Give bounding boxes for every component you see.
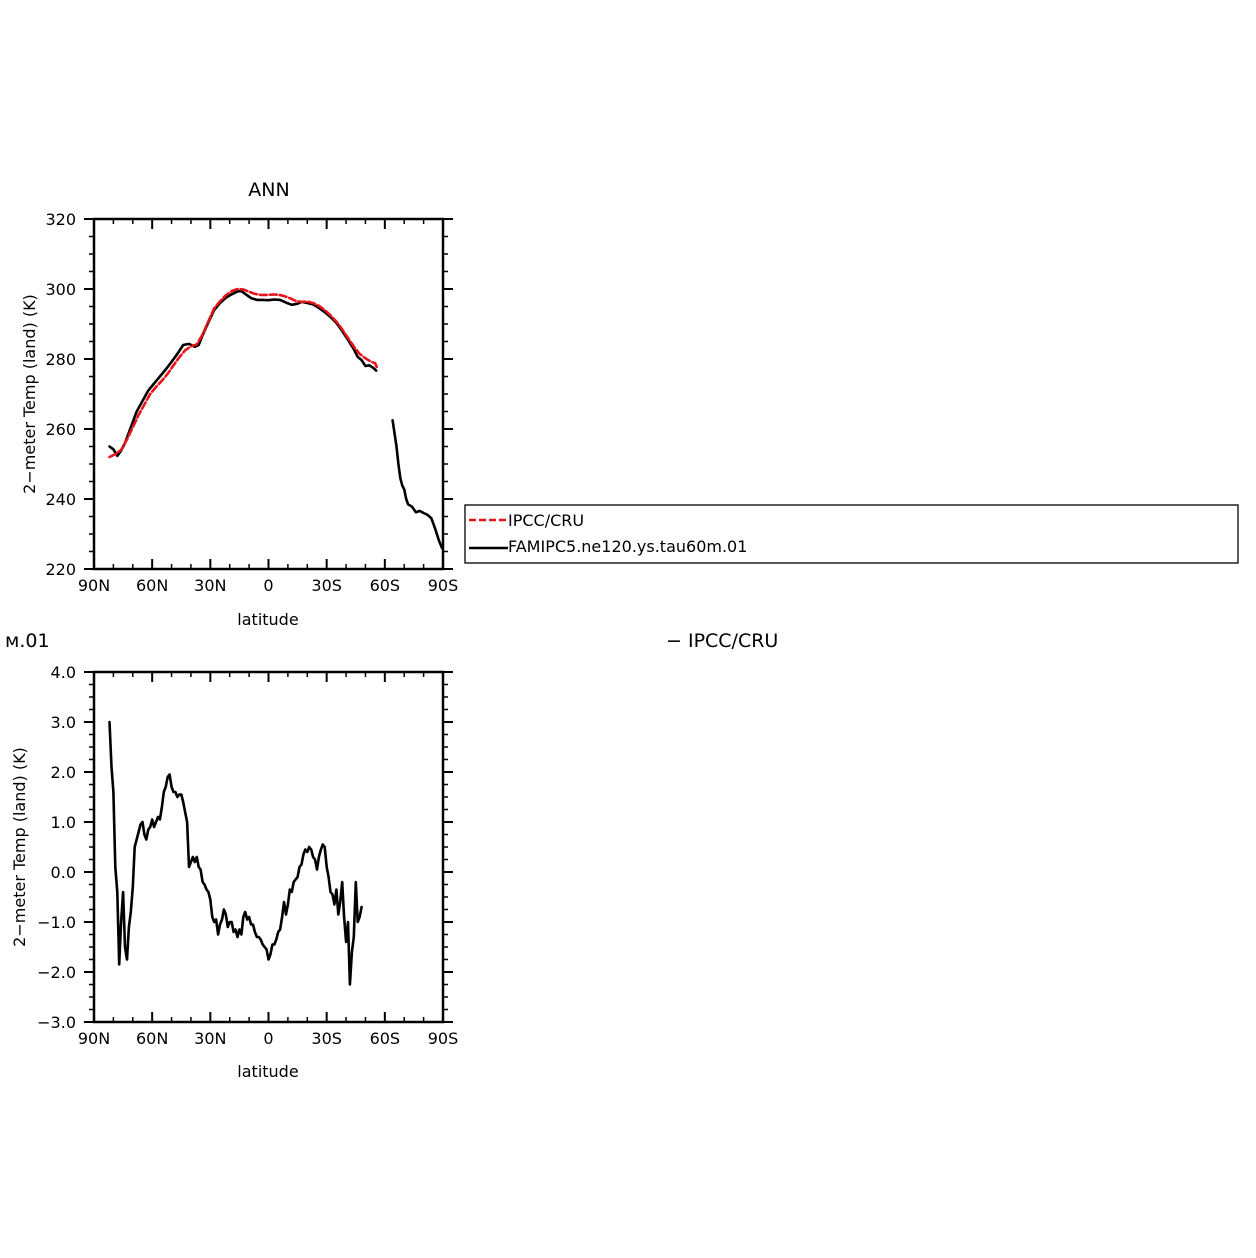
x-tick-label: 60S: [370, 1029, 401, 1048]
y-tick-label: −1.0: [37, 913, 76, 932]
x-tick-label: 0: [263, 1029, 273, 1048]
axis-tick-labels: 90N 60N 30N 0 30S 60S 90S 220 240 260 280 300 320: [45, 210, 458, 595]
legend-label-famipc5: FAMIPC5.ne120.ys.tau60m.01: [508, 537, 747, 556]
y-tick-label: 3.0: [51, 713, 76, 732]
axis-ticks: [84, 218, 453, 570]
x-tick-label: 60S: [370, 576, 401, 595]
y-tick-label: 260: [45, 420, 76, 439]
series-line-famipc5-ne120-ys-tau60m-01: [108, 289, 378, 458]
legend-label-ipcc-cru: IPCC/CRU: [508, 511, 584, 530]
x-tick-label: 0: [263, 576, 273, 595]
x-tick-label: 60N: [136, 576, 168, 595]
y-tick-label: 240: [45, 490, 76, 509]
y-tick-label: 0.0: [51, 863, 76, 882]
difference-panel: ᴍ.01 − IPCC/CRU 90N 60N 30N 0 30S 60S 90S −3.0 −…: [5, 630, 778, 1081]
legend-box: [464, 504, 1239, 564]
x-tick-label: 30N: [194, 576, 226, 595]
series-lines: [108, 720, 363, 986]
annual-mean-panel: ANN 90N 60N 30N 0 30S 60S 90S 220 240 260 280 300 32…: [20, 179, 458, 629]
panel-title: ANN: [248, 179, 289, 201]
y-tick-label: 300: [45, 280, 76, 299]
y-tick-label: 2.0: [51, 763, 76, 782]
plot-frame: [92, 670, 445, 1024]
x-tick-label: 90N: [78, 576, 110, 595]
series-line-ipcc-cru: [108, 287, 379, 459]
panel-title-fragment: ᴍ.01: [5, 630, 50, 652]
y-tick-label: 1.0: [51, 813, 76, 832]
right-note: − IPCC/CRU: [666, 630, 778, 652]
x-axis-label: latitude: [237, 1062, 298, 1081]
x-axis-label: latitude: [237, 610, 298, 629]
series-line-difference: [108, 720, 363, 986]
series-lines: [108, 287, 444, 550]
series-line-famipc5-ne120-ys-tau60m-01: [391, 418, 444, 550]
y-tick-label: −3.0: [37, 1013, 76, 1032]
x-tick-label: 90S: [428, 576, 459, 595]
y-tick-label: −2.0: [37, 963, 76, 982]
y-tick-label: 220: [45, 560, 76, 579]
y-tick-label: 4.0: [51, 663, 76, 682]
x-tick-label: 90N: [78, 1029, 110, 1048]
legend: IPCC/CRU FAMIPC5.ne120.ys.tau60m.01: [464, 504, 1239, 564]
axis-tick-labels: 90N 60N 30N 0 30S 60S 90S −3.0 −2.0 −1.0 0.0 1.0 2.0…: [37, 663, 458, 1048]
y-tick-label: 320: [45, 210, 76, 229]
x-tick-label: 60N: [136, 1029, 168, 1048]
x-tick-label: 30N: [194, 1029, 226, 1048]
y-tick-label: 280: [45, 350, 76, 369]
axis-ticks: [84, 671, 453, 1023]
y-axis-label: 2−meter Temp (land) (K): [10, 747, 29, 947]
x-tick-label: 30S: [311, 1029, 342, 1048]
x-tick-label: 90S: [428, 1029, 459, 1048]
x-tick-label: 30S: [311, 576, 342, 595]
y-axis-label: 2−meter Temp (land) (K): [20, 294, 39, 494]
